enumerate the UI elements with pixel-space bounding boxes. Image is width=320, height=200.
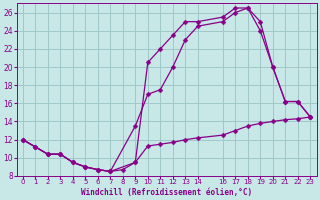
X-axis label: Windchill (Refroidissement éolien,°C): Windchill (Refroidissement éolien,°C) xyxy=(81,188,252,197)
